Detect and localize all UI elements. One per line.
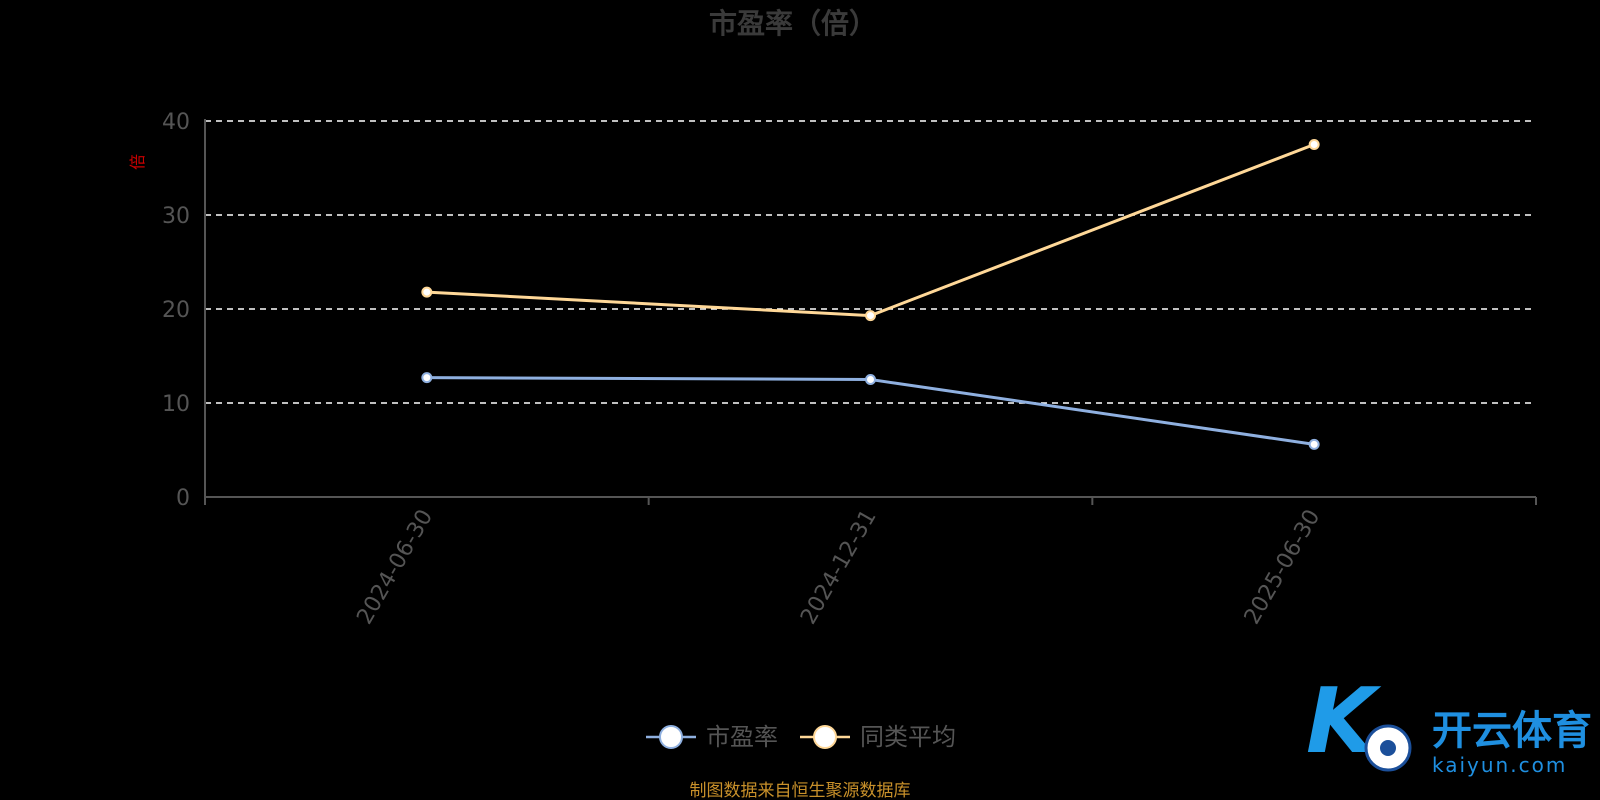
data-point[interactable] [1308,139,1320,150]
data-point[interactable] [421,286,433,298]
axes: 0 10 20 30 40 2024-06-30 2024-12-31 2025-06-30 [162,110,1537,629]
soccer-ball-patch-icon [1380,740,1396,756]
watermark-logo: K 开云体育 kaiyun.com [1306,669,1592,777]
data-point[interactable] [865,374,876,385]
data-point[interactable] [1308,438,1320,450]
legend-label[interactable]: 同类平均 [860,723,956,751]
y-tick-label: 20 [162,298,190,323]
data-point[interactable] [865,310,876,322]
series-line-1 [426,143,1315,318]
x-tick-label: 2024-12-31 [796,506,882,629]
chart-title: 市盈率（倍） [709,7,877,40]
grid-lines [205,120,1536,404]
legend-marker-icon[interactable] [659,725,683,749]
watermark-cn-text: 开云体育 [1432,708,1592,754]
series-lines [421,139,1320,450]
series-line-0 [426,376,1315,446]
x-tick-label: 2024-06-30 [352,506,438,629]
data-source-note: 制图数据来自恒生聚源数据库 [690,781,911,800]
data-point[interactable] [421,372,433,384]
y-tick-label: 30 [162,204,190,229]
legend[interactable]: 市盈率 同类平均 [646,723,956,751]
y-tick-label: 40 [162,110,190,135]
watermark-en-text: kaiyun.com [1432,753,1567,777]
legend-label[interactable]: 市盈率 [706,723,778,751]
legend-marker-icon[interactable] [813,725,837,749]
y-axis-unit: 倍 [128,154,147,170]
y-tick-label: 10 [162,392,190,417]
x-tick-label: 2025-06-30 [1240,506,1326,629]
y-tick-label: 0 [176,486,190,511]
